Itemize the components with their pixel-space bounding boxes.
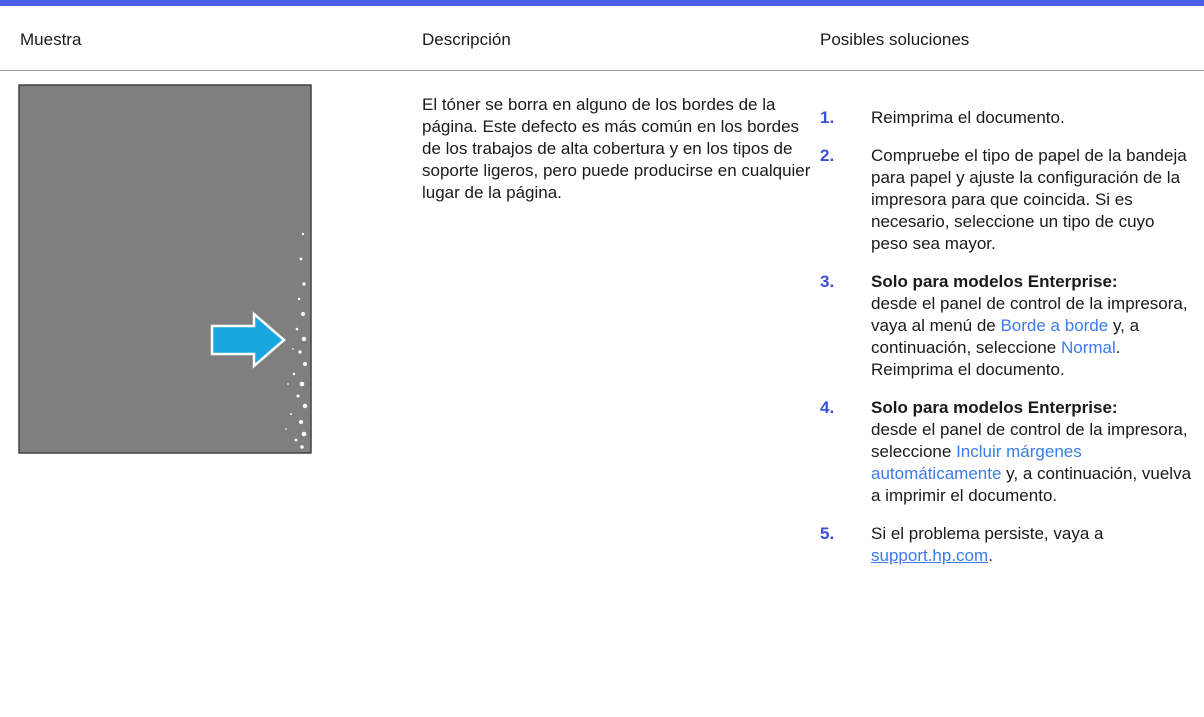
step-text: Si el problema persiste, vaya a (871, 524, 1104, 543)
solution-step: 4. Solo para modelos Enterprise: desde el … (820, 397, 1192, 507)
step-number: 1. (820, 108, 835, 127)
solution-step: 3. Solo para modelos Enterprise: desde el … (820, 271, 1192, 381)
step-text: Reimprima el documento. (871, 108, 1065, 127)
solutions-list: 1. Reimprima el documento. 2. Compruebe el … (820, 107, 1192, 583)
link[interactable]: Normal (1060, 338, 1116, 357)
link[interactable]: Borde a borde (1000, 316, 1109, 335)
column-header: Descripción (422, 30, 511, 49)
link[interactable]: support.hp.com (871, 546, 989, 565)
header-rule (0, 70, 1204, 71)
column-header: Muestra (20, 30, 82, 49)
step-text: . Reimprima el documento. (871, 338, 1121, 379)
step-text: y, a continuación, seleccione (871, 316, 1140, 357)
step-text: y, a continuación, vuelva a imprimir el … (871, 464, 1192, 505)
description: El tóner se borra en alguno de los borde… (422, 95, 811, 202)
link[interactable]: Incluir márgenes automáticamente (871, 442, 1082, 483)
column-header: Posibles soluciones (820, 30, 970, 49)
solution-step: 1. Reimprima el documento. (820, 107, 1192, 129)
top-bar (0, 0, 1204, 6)
solution-step: 5. Si el problema persiste, vaya a suppor… (820, 523, 1192, 567)
step-number: 2. (820, 146, 835, 165)
step-text: Compruebe el tipo de papel de la bandeja… (871, 146, 1187, 253)
step-text: desde el panel de control de la impresor… (871, 294, 1188, 335)
step-lead: Solo para modelos Enterprise: (871, 398, 1118, 417)
step-text: desde el panel de control de la impresor… (871, 420, 1188, 461)
solution-step: 2. Compruebe el tipo de papel de la bande… (820, 145, 1192, 255)
step-text: . (988, 546, 993, 565)
step-number: 5. (820, 524, 835, 543)
step-lead: Solo para modelos Enterprise: (871, 272, 1118, 291)
step-number: 4. (820, 398, 835, 417)
sample-image (18, 84, 312, 454)
step-number: 3. (820, 272, 835, 291)
